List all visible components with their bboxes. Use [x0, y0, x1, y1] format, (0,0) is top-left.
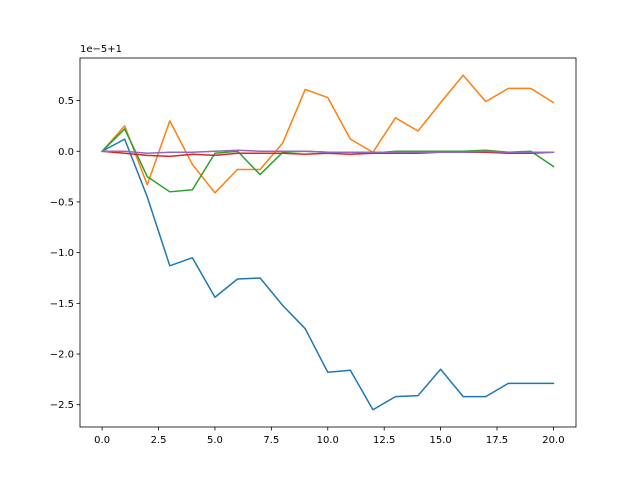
- x-tick-label: 0.0: [94, 435, 110, 446]
- axis-offset-label: 1e−5+1: [80, 44, 122, 55]
- y-tick-label: −2.0: [50, 350, 74, 361]
- y-tick-label: 0.5: [58, 96, 74, 107]
- x-tick-label: 7.5: [263, 435, 279, 446]
- series-line-5: [101, 149, 555, 155]
- series-line-1: [101, 138, 555, 411]
- y-axis: −2.5 −2.0 −1.5 −1.0 −0.5 0.0 0.5: [50, 96, 80, 411]
- y-tick-label: −1.0: [50, 248, 74, 259]
- x-tick-label: 2.5: [151, 435, 167, 446]
- x-axis: 0.0 2.5 5.0 7.5 10.0 12.5 15.0 17.5 20.0: [94, 427, 565, 446]
- x-tick-label: 12.5: [373, 435, 395, 446]
- x-tick-label: 10.0: [317, 435, 339, 446]
- y-tick-label: 0.0: [58, 147, 74, 158]
- x-tick-label: 15.0: [429, 435, 451, 446]
- y-tick-label: −2.5: [50, 400, 74, 411]
- plot-frame: [79, 57, 577, 428]
- y-tick-label: −1.5: [50, 299, 74, 310]
- series-layer: [101, 74, 555, 411]
- x-tick-label: 20.0: [542, 435, 564, 446]
- series-line-2: [101, 74, 555, 194]
- x-tick-label: 5.0: [207, 435, 223, 446]
- y-tick-label: −0.5: [50, 197, 74, 208]
- x-tick-label: 17.5: [486, 435, 508, 446]
